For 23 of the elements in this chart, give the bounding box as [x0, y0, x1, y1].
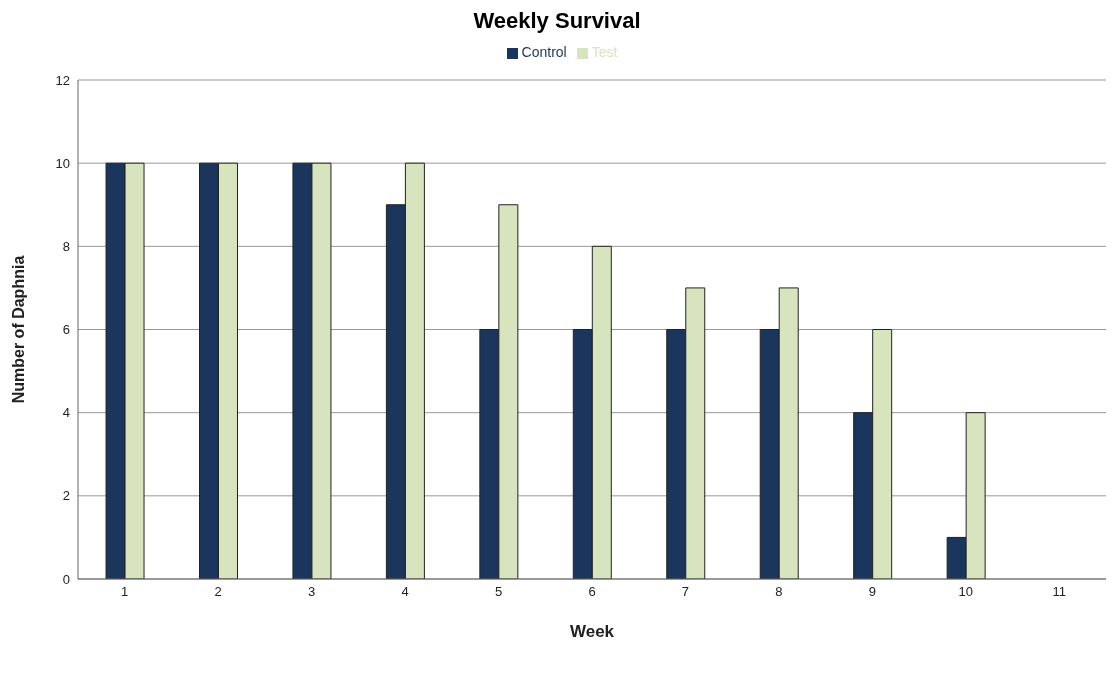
y-tick-label: 0: [62, 571, 70, 587]
y-tick-label: 8: [62, 238, 70, 254]
x-axis-title: Week: [569, 622, 615, 641]
x-tick-label: 3: [308, 584, 316, 600]
y-tick-label: 2: [62, 488, 70, 504]
x-tick-label: 10: [958, 584, 974, 600]
x-tick-label: 8: [775, 584, 783, 600]
x-tick-label: 4: [401, 584, 409, 600]
x-tick-label: 9: [868, 584, 876, 600]
x-tick-label: 7: [681, 584, 690, 600]
legend-label: Control: [521, 44, 567, 60]
y-tick-label: 6: [62, 322, 70, 338]
x-tick-label: 11: [1052, 584, 1067, 600]
y-axis-title: Number of Daphnia: [9, 255, 27, 404]
y-tick-label: 10: [55, 155, 70, 171]
x-tick-label: 5: [494, 584, 503, 600]
chart-title: Weekly Survival: [472, 8, 642, 34]
x-tick-label: 6: [588, 584, 596, 600]
x-tick-label: 1: [121, 584, 129, 600]
y-tick-label: 12: [55, 72, 70, 88]
x-tick-label: 2: [214, 584, 222, 600]
y-tick-label: 4: [62, 405, 70, 421]
legend-label: Test: [591, 44, 618, 60]
